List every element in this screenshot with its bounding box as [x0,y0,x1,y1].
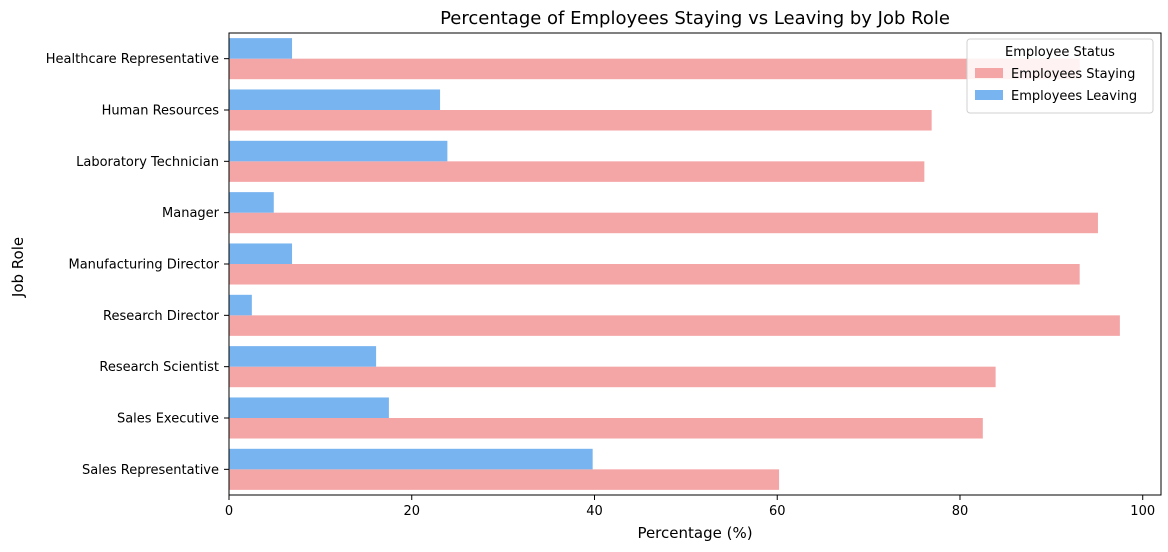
plot-area: Healthcare Representative Human Resources… [46,32,1162,519]
bar-leaving [229,243,293,264]
y-axis-label: Job Role [9,237,27,298]
x-tick-label: 100 [1130,504,1155,519]
bar-leaving [229,346,377,367]
bar-staying [229,58,1080,80]
chart-title: Percentage of Employees Staying vs Leavi… [440,8,950,29]
legend-swatch [975,68,1003,78]
y-tick-label: Human Resources [102,104,220,119]
y-tick-label: Manager [162,206,220,221]
x-tick-label: 40 [586,504,603,519]
legend-entry: Employees Staying [1011,67,1135,82]
bar-leaving [229,294,252,316]
y-tick-label: Sales Executive [117,412,219,427]
y-tick-label: Sales Representative [82,463,219,478]
legend-entry: Employees Leaving [1011,89,1137,104]
y-tick-label: Manufacturing Director [69,258,220,273]
bar-staying [229,212,1098,234]
plot-frame [228,32,1162,496]
bar-staying [229,264,1080,285]
x-tick-label: 60 [769,504,786,519]
bar-staying [229,366,996,388]
x-tick-label: 20 [403,504,420,519]
y-tick-label: Research Scientist [99,360,219,375]
bar-leaving [229,192,274,213]
y-tick-label: Research Director [103,309,220,324]
legend: Employee Status Employees Staying Employee… [966,38,1154,114]
legend-title: Employee Status [1005,45,1115,60]
bar-staying [229,110,932,131]
bar-leaving [229,38,293,59]
bar-staying [229,315,1120,336]
y-tick-label: Healthcare Representative [46,52,219,67]
legend-swatch [975,90,1003,100]
legend-box [966,38,1154,114]
x-tick-label: 0 [225,504,233,519]
x-axis-label: Percentage (%) [637,524,752,542]
bar-staying [229,469,780,490]
y-tick-label: Laboratory Technician [76,155,219,170]
bar-staying [229,161,925,182]
bar-leaving [229,140,448,162]
bar-staying [229,418,983,439]
x-tick-label: 80 [952,504,969,519]
bar-leaving [229,448,593,470]
bar-leaving [229,397,389,418]
bar-leaving [229,89,441,110]
